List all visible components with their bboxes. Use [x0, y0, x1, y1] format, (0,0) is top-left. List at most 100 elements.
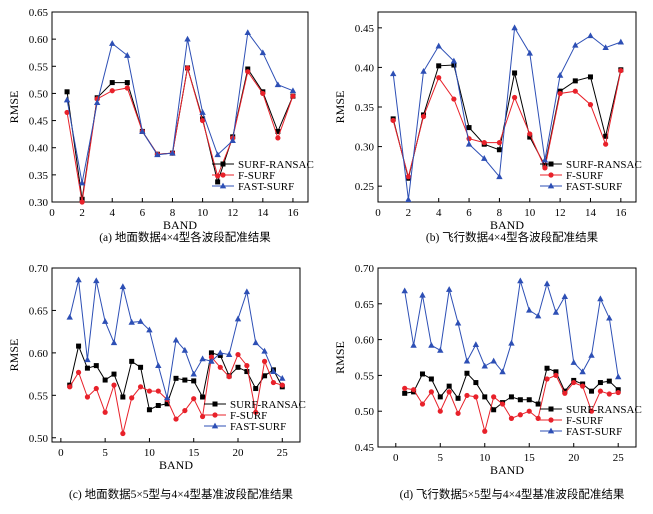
data-point-f-surf: [481, 140, 487, 146]
data-point-fast-surf: [119, 283, 127, 290]
data-point-surf-ransac: [508, 394, 514, 400]
data-point-fast-surf: [225, 351, 233, 357]
data-point-surf-ransac: [138, 364, 144, 370]
data-point-fast-surf: [572, 41, 579, 48]
data-point-f-surf: [455, 410, 461, 416]
data-point-fast-surf: [181, 346, 189, 353]
data-point-surf-ransac: [466, 125, 472, 131]
legend-label: FAST-SURF: [230, 421, 286, 433]
data-point-f-surf: [615, 389, 621, 396]
series-line-fast-surf: [66, 31, 294, 184]
data-point-surf-ransac: [155, 403, 161, 409]
x-tick-label: 6: [140, 207, 146, 219]
x-tick-label: 20: [568, 452, 580, 464]
series-line-f-surf: [392, 70, 622, 179]
data-point-fast-surf: [526, 306, 533, 313]
y-tick-label: 0.30: [355, 142, 375, 154]
data-point-f-surf: [155, 388, 161, 394]
data-point-fast-surf: [259, 49, 267, 56]
data-point-fast-surf: [84, 356, 91, 363]
series-line-f-surf: [66, 67, 294, 203]
data-point-f-surf: [109, 88, 115, 94]
data-point-f-surf: [482, 428, 488, 434]
data-point-fast-surf: [155, 362, 162, 369]
data-point-f-surf: [542, 165, 548, 171]
data-point-fast-surf: [587, 32, 594, 39]
data-point-fast-surf: [274, 81, 282, 88]
y-tick-label: 0.50: [355, 406, 375, 418]
y-axis-label: RMSE: [7, 91, 21, 124]
data-point-surf-ransac: [455, 395, 461, 401]
data-point-f-surf: [137, 384, 144, 390]
data-point-f-surf: [588, 408, 595, 414]
data-point-surf-ransac: [173, 375, 179, 381]
data-point-fast-surf: [508, 339, 515, 346]
data-point-fast-surf: [78, 179, 86, 186]
data-point-f-surf: [279, 382, 285, 388]
data-point-f-surf: [199, 413, 206, 420]
data-point-surf-ransac: [182, 377, 188, 383]
data-point-fast-surf: [124, 52, 131, 58]
data-point-fast-surf: [401, 287, 408, 294]
data-point-surf-ransac: [446, 383, 452, 389]
legend-label: F-SURF: [230, 410, 267, 422]
data-point-surf-ransac: [235, 364, 241, 370]
data-point-fast-surf: [184, 35, 191, 42]
x-tick-label: 2: [406, 207, 412, 219]
data-point-fast-surf: [435, 42, 442, 49]
legend-marker-triangle-icon: [547, 182, 555, 189]
legend-label: SURF-RANSAC: [566, 159, 642, 171]
data-point-f-surf: [102, 409, 108, 415]
data-point-surf-ransac: [120, 394, 126, 400]
legend-marker-circle-icon: [548, 417, 554, 423]
data-point-surf-ransac: [603, 133, 609, 139]
x-tick-label: 15: [188, 447, 200, 459]
x-tick-label: 8: [497, 207, 503, 219]
x-axis-label: BAND: [159, 458, 193, 472]
data-point-f-surf: [580, 383, 586, 389]
data-point-fast-surf: [419, 291, 426, 298]
data-point-fast-surf: [526, 49, 533, 56]
data-point-surf-ransac: [597, 380, 603, 386]
x-tick-label: 16: [615, 207, 627, 219]
data-point-fast-surf: [110, 339, 118, 346]
x-tick-label: 0: [375, 207, 381, 219]
chart-panel-d: 0.45 0.50 0.55 0.60 0.65 0.70 0 5 10 15 20 25 BAND RM…: [333, 263, 642, 501]
data-point-f-surf: [235, 351, 241, 358]
y-tick-label: 0.65: [29, 305, 49, 317]
figure-caption: (d) 飞行数据5×5型与4×4型基准波段配准结果: [400, 487, 625, 501]
data-point-f-surf: [491, 394, 497, 400]
data-point-fast-surf: [214, 151, 221, 158]
y-tick-label: 0.35: [29, 170, 49, 182]
data-point-fast-surf: [63, 96, 71, 103]
data-point-surf-ransac: [464, 370, 470, 376]
data-point-fast-surf: [389, 70, 397, 77]
data-point-surf-ransac: [587, 74, 593, 80]
data-point-fast-surf: [208, 357, 215, 364]
legend-label: FAST-SURF: [238, 181, 294, 193]
data-point-f-surf: [275, 135, 281, 141]
y-tick-label: 0.60: [355, 335, 375, 347]
y-tick-label: 0.40: [355, 62, 375, 74]
data-point-fast-surf: [169, 149, 176, 156]
data-point-fast-surf: [75, 276, 82, 283]
data-point-f-surf: [428, 389, 434, 395]
data-point-f-surf: [587, 102, 594, 108]
data-point-f-surf: [499, 401, 506, 407]
legend-label: F-SURF: [238, 170, 275, 182]
data-point-f-surf: [420, 113, 427, 120]
data-point-fast-surf: [172, 336, 180, 343]
x-tick-label: 5: [102, 447, 108, 459]
data-point-fast-surf: [217, 349, 224, 356]
data-point-f-surf: [451, 96, 457, 102]
data-point-fast-surf: [556, 71, 564, 78]
data-point-fast-surf: [279, 374, 286, 381]
y-tick-label: 0.55: [29, 390, 49, 402]
data-point-f-surf: [410, 387, 417, 393]
legend-marker-triangle-icon: [547, 427, 555, 434]
figure-caption: (a) 地面数据4×4型各波段配准结果: [99, 230, 271, 244]
x-tick-label: 4: [436, 207, 442, 219]
data-point-fast-surf: [597, 295, 604, 302]
data-point-f-surf: [75, 369, 82, 375]
